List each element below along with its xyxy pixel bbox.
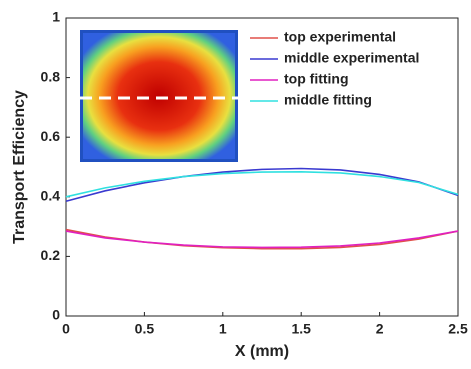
legend-label: top fitting bbox=[284, 71, 349, 87]
x-tick-label: 0.5 bbox=[135, 321, 155, 337]
y-tick-label: 0.4 bbox=[41, 188, 61, 204]
inset-image bbox=[80, 30, 238, 162]
x-tick-label: 1 bbox=[219, 321, 227, 337]
y-tick-label: 0 bbox=[52, 307, 60, 323]
series-line bbox=[66, 231, 458, 247]
y-tick-label: 1 bbox=[52, 9, 60, 25]
legend-label: top experimental bbox=[284, 29, 396, 45]
legend-label: middle fitting bbox=[284, 92, 372, 108]
x-axis-label: X (mm) bbox=[235, 343, 289, 360]
x-tick-label: 2.5 bbox=[448, 321, 468, 337]
x-tick-label: 1.5 bbox=[291, 321, 311, 337]
y-tick-label: 0.2 bbox=[41, 247, 61, 263]
x-tick-label: 2 bbox=[376, 321, 384, 337]
y-tick-label: 0.8 bbox=[41, 68, 61, 84]
x-tick-label: 0 bbox=[62, 321, 70, 337]
chart: X (mm) Transport Efficiency 0 0.5 1 1.5 2 2.5… bbox=[0, 0, 471, 369]
legend-label: middle experimental bbox=[284, 50, 419, 66]
y-tick-label: 0.6 bbox=[41, 128, 61, 144]
series-line bbox=[66, 230, 458, 249]
y-axis-label: Transport Efficiency bbox=[11, 90, 28, 244]
series-line bbox=[66, 172, 458, 197]
